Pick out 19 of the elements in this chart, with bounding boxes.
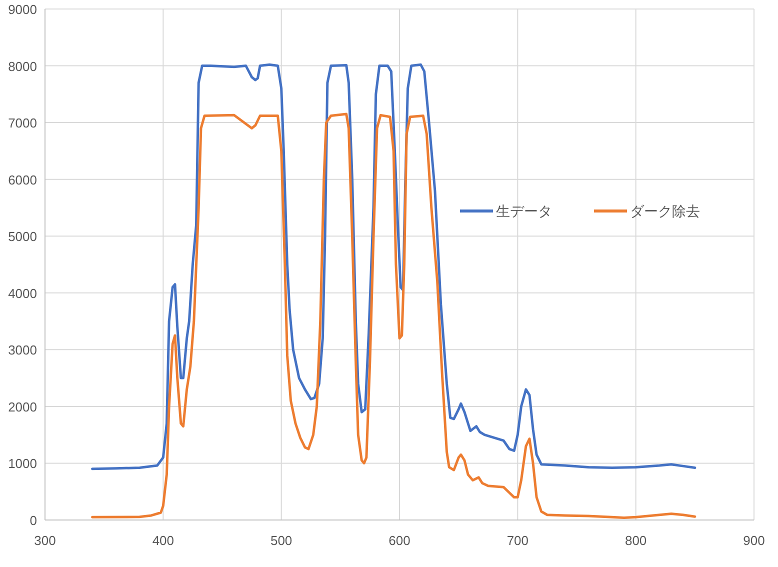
y-tick-label: 4000	[8, 286, 37, 301]
x-tick-label: 700	[506, 533, 529, 548]
y-tick-label: 7000	[8, 116, 37, 131]
legend-label: ダーク除去	[630, 203, 700, 219]
y-tick-label: 0	[30, 513, 37, 528]
x-tick-label: 300	[34, 533, 56, 548]
x-tick-label: 600	[388, 533, 410, 548]
x-tick-label: 900	[743, 533, 765, 548]
y-tick-label: 8000	[8, 58, 37, 74]
x-tick-label: 400	[152, 533, 174, 548]
y-tick-label: 9000	[8, 2, 37, 17]
y-tick-label: 5000	[8, 229, 37, 244]
y-tick-label: 3000	[8, 342, 37, 358]
x-tick-label: 800	[624, 533, 647, 548]
y-tick-label: 1000	[8, 456, 37, 472]
y-tick-label: 6000	[8, 172, 37, 188]
legend-label: 生データ	[496, 203, 552, 219]
x-tick-label: 500	[270, 533, 292, 548]
y-tick-label: 2000	[8, 399, 37, 414]
